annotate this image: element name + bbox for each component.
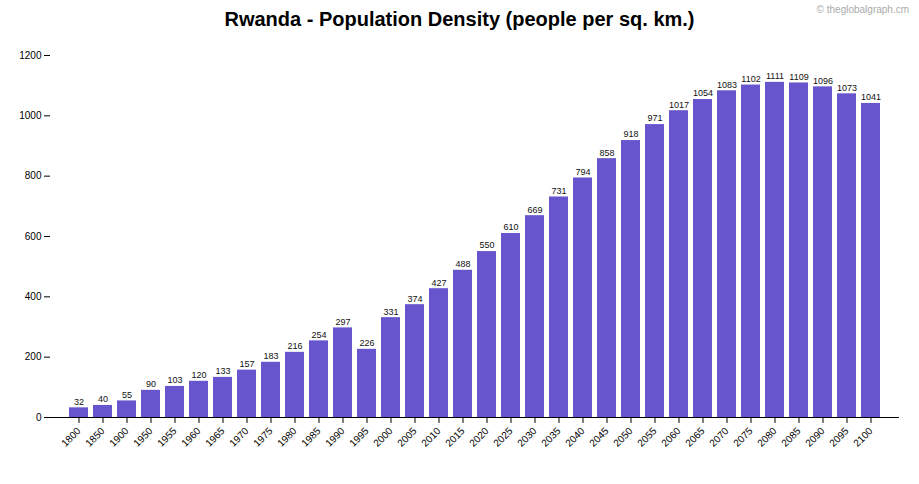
svg-text:1960: 1960	[179, 425, 203, 449]
svg-text:1111: 1111	[766, 71, 784, 81]
svg-text:2015: 2015	[443, 425, 467, 449]
svg-text:427: 427	[431, 278, 446, 288]
svg-text:794: 794	[575, 167, 590, 177]
svg-text:2060: 2060	[659, 425, 683, 449]
svg-text:600: 600	[25, 231, 42, 242]
svg-text:1995: 1995	[347, 425, 371, 449]
svg-text:297: 297	[335, 317, 350, 327]
svg-text:1950: 1950	[131, 425, 155, 449]
svg-text:0: 0	[36, 412, 42, 423]
svg-text:32: 32	[74, 397, 84, 407]
svg-text:2090: 2090	[803, 425, 827, 449]
svg-text:1970: 1970	[227, 425, 251, 449]
svg-text:2085: 2085	[779, 425, 803, 449]
svg-text:800: 800	[25, 170, 42, 181]
svg-text:2045: 2045	[587, 425, 611, 449]
svg-text:55: 55	[122, 390, 132, 400]
svg-text:1000: 1000	[19, 110, 42, 121]
svg-text:133: 133	[215, 366, 230, 376]
svg-text:1073: 1073	[837, 83, 857, 93]
svg-text:2055: 2055	[635, 425, 659, 449]
svg-text:200: 200	[25, 351, 42, 362]
svg-text:2040: 2040	[563, 425, 587, 449]
svg-text:2025: 2025	[491, 425, 515, 449]
svg-text:2080: 2080	[755, 425, 779, 449]
svg-text:1975: 1975	[251, 425, 275, 449]
svg-text:216: 216	[287, 341, 302, 351]
html-text:© theglobalgraph.cm: © theglobalgraph.cm	[816, 4, 909, 15]
svg-text:183: 183	[263, 351, 278, 361]
svg-text:610: 610	[503, 222, 518, 232]
svg-text:2070: 2070	[707, 425, 731, 449]
svg-text:971: 971	[647, 113, 662, 123]
svg-text:2050: 2050	[611, 425, 635, 449]
svg-text:858: 858	[599, 148, 614, 158]
svg-text:1980: 1980	[275, 425, 299, 449]
svg-text:1017: 1017	[669, 100, 689, 110]
svg-text:1041: 1041	[861, 92, 881, 102]
svg-text:40: 40	[98, 394, 108, 404]
svg-text:1083: 1083	[717, 80, 737, 90]
svg-text:1990: 1990	[323, 425, 347, 449]
svg-text:1109: 1109	[789, 72, 808, 82]
svg-text:1850: 1850	[83, 425, 107, 449]
svg-text:2065: 2065	[683, 425, 707, 449]
svg-text:400: 400	[25, 291, 42, 302]
svg-text:254: 254	[311, 330, 326, 340]
svg-text:1102: 1102	[741, 74, 760, 84]
svg-text:90: 90	[146, 379, 156, 389]
svg-text:2020: 2020	[467, 425, 491, 449]
svg-text:1985: 1985	[299, 425, 323, 449]
svg-text:1800: 1800	[59, 425, 83, 449]
svg-text:374: 374	[407, 294, 422, 304]
svg-text:103: 103	[167, 375, 182, 385]
svg-text:1900: 1900	[107, 425, 131, 449]
svg-text:1200: 1200	[19, 50, 42, 61]
svg-text:669: 669	[527, 205, 542, 215]
svg-text:2100: 2100	[851, 425, 875, 449]
svg-text:226: 226	[359, 338, 374, 348]
svg-text:2095: 2095	[827, 425, 851, 449]
svg-text:2000: 2000	[371, 425, 395, 449]
svg-text:1955: 1955	[155, 425, 179, 449]
svg-text:1054: 1054	[693, 88, 713, 98]
svg-text:2005: 2005	[395, 425, 419, 449]
svg-text:488: 488	[455, 259, 470, 269]
html-text:Rwanda - Population Density (p: Rwanda - Population Density (people per …	[224, 8, 695, 30]
svg-text:2030: 2030	[515, 425, 539, 449]
svg-text:2010: 2010	[419, 425, 443, 449]
svg-text:331: 331	[383, 307, 398, 317]
svg-text:2075: 2075	[731, 425, 755, 449]
svg-text:731: 731	[551, 186, 566, 196]
svg-text:550: 550	[479, 240, 494, 250]
svg-text:2035: 2035	[539, 425, 563, 449]
svg-text:157: 157	[239, 359, 254, 369]
svg-text:918: 918	[623, 129, 638, 139]
svg-text:1965: 1965	[203, 425, 227, 449]
svg-text:1096: 1096	[813, 76, 833, 86]
svg-text:120: 120	[191, 370, 206, 380]
